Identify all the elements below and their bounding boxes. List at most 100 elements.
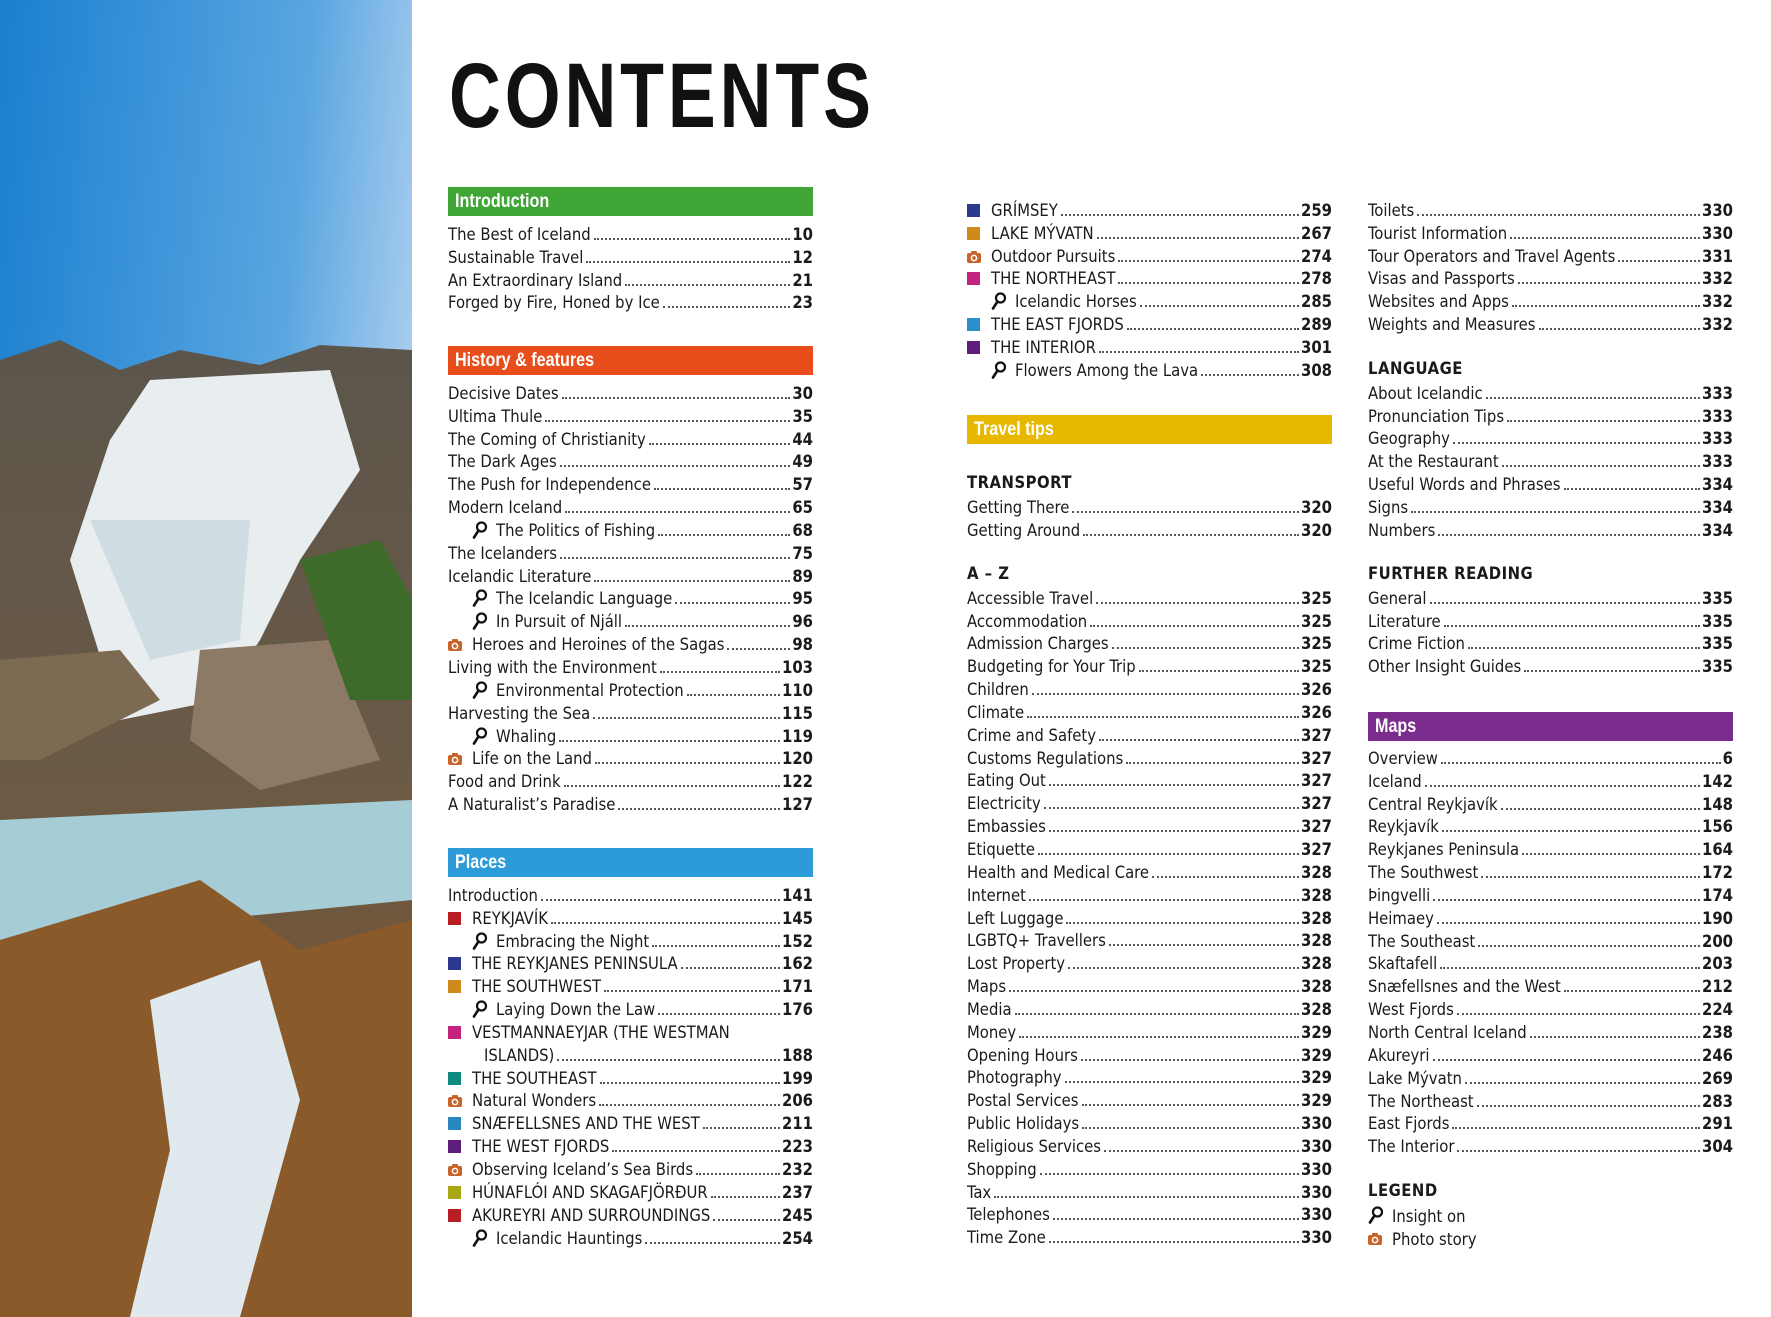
toc-entry[interactable]: Environmental Protection 110: [448, 678, 813, 701]
toc-entry[interactable]: THE INTERIOR 301: [967, 335, 1332, 358]
toc-entry[interactable]: Heimaey 190: [1368, 906, 1733, 929]
toc-entry[interactable]: The Best of Iceland 10: [448, 222, 813, 245]
toc-entry[interactable]: Icelandic Hauntings 254: [448, 1226, 813, 1249]
toc-entry[interactable]: Weights and Measures 332: [1368, 312, 1733, 335]
toc-entry[interactable]: Central Reykjavík 148: [1368, 792, 1733, 815]
toc-entry[interactable]: LAKE MÝVATN 267: [967, 221, 1332, 244]
toc-entry[interactable]: Accommodation 325: [967, 609, 1332, 632]
toc-entry[interactable]: GRÍMSEY 259: [967, 198, 1332, 221]
toc-entry[interactable]: Geography 333: [1368, 427, 1733, 450]
toc-entry[interactable]: LGBTQ+ Travellers 328: [967, 929, 1332, 952]
toc-entry[interactable]: Health and Medical Care 328: [967, 860, 1332, 883]
toc-entry[interactable]: Crime Fiction 335: [1368, 632, 1733, 655]
toc-entry[interactable]: Reykjanes Peninsula 164: [1368, 837, 1733, 860]
toc-entry[interactable]: Shopping 330: [967, 1157, 1332, 1180]
toc-entry[interactable]: General 335: [1368, 586, 1733, 609]
toc-entry[interactable]: Signs 334: [1368, 495, 1733, 518]
toc-entry[interactable]: Money 329: [967, 1020, 1332, 1043]
toc-entry[interactable]: Living with the Environment 103: [448, 655, 813, 678]
toc-entry[interactable]: Iceland 142: [1368, 769, 1733, 792]
toc-entry[interactable]: Etiquette 327: [967, 837, 1332, 860]
toc-entry[interactable]: An Extraordinary Island 21: [448, 268, 813, 291]
toc-entry[interactable]: Children 326: [967, 677, 1332, 700]
toc-entry[interactable]: Þingvelli 174: [1368, 883, 1733, 906]
toc-entry[interactable]: The Icelandic Language 95: [448, 587, 813, 610]
toc-entry[interactable]: The Icelanders 75: [448, 541, 813, 564]
toc-entry[interactable]: Left Luggage 328: [967, 906, 1332, 929]
toc-entry[interactable]: Icelandic Horses 285: [967, 289, 1332, 312]
toc-entry[interactable]: Postal Services 329: [967, 1088, 1332, 1111]
toc-entry[interactable]: Eating Out 327: [967, 769, 1332, 792]
toc-entry[interactable]: Icelandic Literature 89: [448, 564, 813, 587]
toc-entry[interactable]: Laying Down the Law 176: [448, 997, 813, 1020]
toc-entry[interactable]: Budgeting for Your Trip 325: [967, 654, 1332, 677]
toc-entry[interactable]: Harvesting the Sea 115: [448, 701, 813, 724]
toc-entry[interactable]: Getting Around 320: [967, 518, 1332, 541]
toc-entry[interactable]: THE WEST FJORDS 223: [448, 1134, 813, 1157]
toc-entry[interactable]: Observing Iceland’s Sea Birds 232: [448, 1157, 813, 1180]
toc-entry[interactable]: Lake Mývatn 269: [1368, 1066, 1733, 1089]
toc-entry[interactable]: Skaftafell 203: [1368, 952, 1733, 975]
toc-entry[interactable]: Tax 330: [967, 1180, 1332, 1203]
toc-entry[interactable]: Embassies 327: [967, 814, 1332, 837]
toc-entry[interactable]: The Push for Independence 57: [448, 472, 813, 495]
toc-entry[interactable]: Photography 329: [967, 1066, 1332, 1089]
toc-entry[interactable]: SNÆFELLSNES AND THE WEST 211: [448, 1111, 813, 1134]
toc-entry[interactable]: Numbers 334: [1368, 518, 1733, 541]
toc-entry[interactable]: Snæfellsnes and the West 212: [1368, 974, 1733, 997]
toc-entry[interactable]: About Icelandic 333: [1368, 381, 1733, 404]
toc-entry[interactable]: THE SOUTHEAST 199: [448, 1066, 813, 1089]
toc-entry[interactable]: Akureyri 246: [1368, 1043, 1733, 1066]
toc-entry[interactable]: A Naturalist’s Paradise 127: [448, 792, 813, 815]
toc-entry[interactable]: Pronunciation Tips 333: [1368, 404, 1733, 427]
toc-entry[interactable]: The Coming of Christianity 44: [448, 427, 813, 450]
toc-entry[interactable]: Visas and Passports 332: [1368, 267, 1733, 290]
toc-entry[interactable]: Ultima Thule 35: [448, 404, 813, 427]
toc-entry[interactable]: Public Holidays 330: [967, 1111, 1332, 1134]
toc-entry[interactable]: REYKJAVÍK 145: [448, 906, 813, 929]
toc-entry[interactable]: Life on the Land 120: [448, 747, 813, 770]
toc-entry[interactable]: THE SOUTHWEST 171: [448, 974, 813, 997]
toc-entry[interactable]: Embracing the Night 152: [448, 929, 813, 952]
toc-entry[interactable]: Other Insight Guides 335: [1368, 654, 1733, 677]
toc-entry[interactable]: Customs Regulations 327: [967, 746, 1332, 769]
toc-entry[interactable]: Modern Iceland 65: [448, 495, 813, 518]
toc-entry[interactable]: Whaling 119: [448, 724, 813, 747]
toc-entry[interactable]: Media 328: [967, 997, 1332, 1020]
toc-entry[interactable]: Literature 335: [1368, 609, 1733, 632]
toc-entry[interactable]: The Southwest 172: [1368, 860, 1733, 883]
toc-entry[interactable]: In Pursuit of Njáll 96: [448, 609, 813, 632]
toc-entry[interactable]: North Central Iceland 238: [1368, 1020, 1733, 1043]
toc-entry[interactable]: The Dark Ages 49: [448, 450, 813, 473]
toc-entry[interactable]: The Interior 304: [1368, 1134, 1733, 1157]
toc-entry[interactable]: Climate 326: [967, 700, 1332, 723]
toc-entry[interactable]: Heroes and Heroines of the Sagas 98: [448, 632, 813, 655]
toc-entry[interactable]: Electricity 327: [967, 791, 1332, 814]
toc-entry[interactable]: Natural Wonders 206: [448, 1089, 813, 1112]
toc-entry[interactable]: East Fjords 291: [1368, 1112, 1733, 1135]
toc-entry[interactable]: Crime and Safety 327: [967, 723, 1332, 746]
toc-entry[interactable]: AKUREYRI AND SURROUNDINGS 245: [448, 1203, 813, 1226]
toc-entry[interactable]: Tourist Information 330: [1368, 221, 1733, 244]
toc-entry[interactable]: Telephones 330: [967, 1203, 1332, 1226]
toc-entry[interactable]: Food and Drink 122: [448, 769, 813, 792]
toc-entry[interactable]: Overview 6: [1368, 746, 1733, 769]
toc-entry[interactable]: Reykjavík 156: [1368, 815, 1733, 838]
toc-entry[interactable]: Websites and Apps 332: [1368, 289, 1733, 312]
toc-entry[interactable]: Sustainable Travel 12: [448, 245, 813, 268]
toc-entry[interactable]: Flowers Among the Lava 308: [967, 358, 1332, 381]
toc-entry[interactable]: Getting There 320: [967, 495, 1332, 518]
toc-entry[interactable]: Accessible Travel 325: [967, 586, 1332, 609]
toc-entry[interactable]: Time Zone 330: [967, 1225, 1332, 1248]
toc-entry[interactable]: HÚNAFLÓI AND SKAGAFJÖRÐUR 237: [448, 1180, 813, 1203]
toc-entry[interactable]: The Southeast 200: [1368, 929, 1733, 952]
toc-entry[interactable]: West Fjords 224: [1368, 997, 1733, 1020]
toc-entry[interactable]: VESTMANNAEYJAR (THE WESTMAN: [448, 1020, 813, 1043]
toc-entry[interactable]: Opening Hours 329: [967, 1043, 1332, 1066]
toc-entry[interactable]: Religious Services 330: [967, 1134, 1332, 1157]
toc-entry[interactable]: Lost Property 328: [967, 951, 1332, 974]
toc-entry[interactable]: Internet 328: [967, 883, 1332, 906]
toc-entry[interactable]: Outdoor Pursuits 274: [967, 244, 1332, 267]
toc-entry[interactable]: Admission Charges 325: [967, 632, 1332, 655]
toc-entry[interactable]: Useful Words and Phrases 334: [1368, 472, 1733, 495]
